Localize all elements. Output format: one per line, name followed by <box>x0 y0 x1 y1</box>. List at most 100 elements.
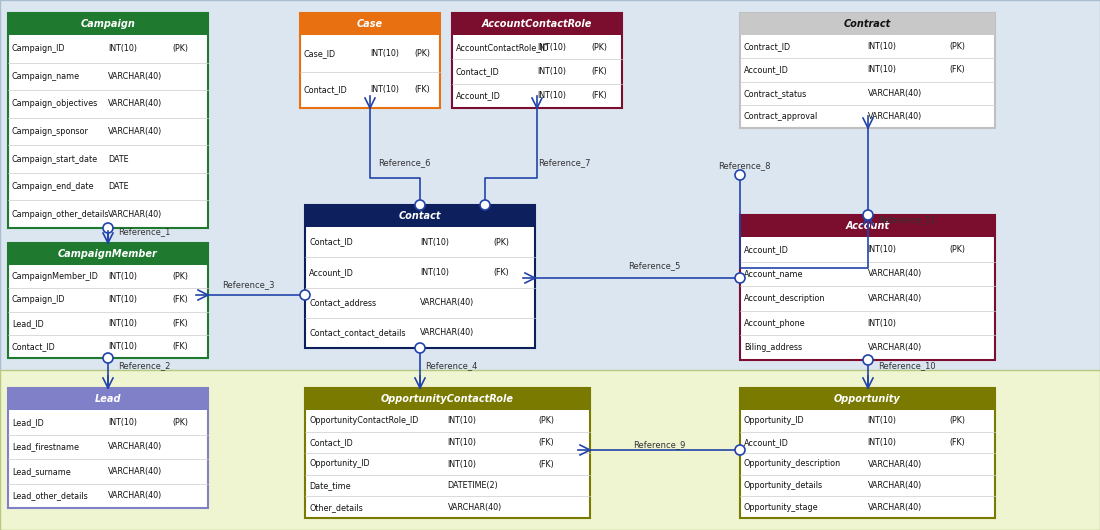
Text: Case_ID: Case_ID <box>304 49 337 58</box>
Text: INT(10): INT(10) <box>868 319 896 328</box>
Text: Opportunity_description: Opportunity_description <box>744 460 842 469</box>
Text: (PK): (PK) <box>415 49 431 58</box>
Text: VARCHAR(40): VARCHAR(40) <box>420 329 474 338</box>
Text: INT(10): INT(10) <box>537 67 566 76</box>
Bar <box>305 205 535 227</box>
Text: Opportunity_ID: Opportunity_ID <box>744 416 804 425</box>
Text: INT(10): INT(10) <box>370 49 399 58</box>
Bar <box>8 13 208 35</box>
Text: Campaign_sponsor: Campaign_sponsor <box>12 127 89 136</box>
Bar <box>305 205 535 348</box>
Circle shape <box>864 355 873 365</box>
Text: CampaignMember: CampaignMember <box>58 249 158 259</box>
Text: Reference_6: Reference_6 <box>378 158 430 167</box>
Text: Opportunity: Opportunity <box>834 394 901 404</box>
Text: OpportunityContactRole: OpportunityContactRole <box>381 394 514 404</box>
Text: Reference_5: Reference_5 <box>628 261 681 270</box>
Text: INT(10): INT(10) <box>420 237 449 246</box>
Text: (PK): (PK) <box>949 42 965 51</box>
Text: (FK): (FK) <box>172 295 188 304</box>
Text: Date_time: Date_time <box>309 481 351 490</box>
Text: INT(10): INT(10) <box>448 438 476 447</box>
Text: INT(10): INT(10) <box>108 418 138 427</box>
Text: (FK): (FK) <box>592 67 607 76</box>
Text: INT(10): INT(10) <box>448 416 476 425</box>
Text: Reference_11: Reference_11 <box>878 215 936 224</box>
Text: Account_ID: Account_ID <box>744 438 789 447</box>
Text: INT(10): INT(10) <box>868 438 896 447</box>
Text: Account: Account <box>846 221 890 231</box>
Bar <box>8 13 208 228</box>
Text: Other_details: Other_details <box>309 502 363 511</box>
Text: Lead_firestname: Lead_firestname <box>12 442 79 451</box>
Text: Account_ID: Account_ID <box>456 91 501 100</box>
Text: DATE: DATE <box>108 155 129 164</box>
Text: VARCHAR(40): VARCHAR(40) <box>108 491 163 500</box>
Text: (FK): (FK) <box>539 460 554 469</box>
Circle shape <box>300 290 310 300</box>
Text: Reference_4: Reference_4 <box>425 361 477 370</box>
Bar <box>8 388 208 410</box>
Bar <box>300 13 440 35</box>
Bar <box>740 215 996 360</box>
Text: (FK): (FK) <box>172 342 188 351</box>
Text: Campaign_other_details: Campaign_other_details <box>12 210 110 219</box>
Bar <box>300 13 440 108</box>
Bar <box>740 13 996 35</box>
Text: INT(10): INT(10) <box>370 85 399 94</box>
Text: VARCHAR(40): VARCHAR(40) <box>868 269 922 278</box>
Text: Contact_contact_details: Contact_contact_details <box>309 329 406 338</box>
Text: VARCHAR(40): VARCHAR(40) <box>420 298 474 307</box>
Text: Reference_2: Reference_2 <box>118 361 170 370</box>
Text: AccountContactRole_ID: AccountContactRole_ID <box>456 43 550 51</box>
Text: (FK): (FK) <box>494 268 509 277</box>
Circle shape <box>735 445 745 455</box>
Text: INT(10): INT(10) <box>868 65 896 74</box>
Text: VARCHAR(40): VARCHAR(40) <box>868 112 922 121</box>
Text: INT(10): INT(10) <box>868 42 896 51</box>
Text: Contract_ID: Contract_ID <box>744 42 791 51</box>
Text: DATETIME(2): DATETIME(2) <box>448 481 498 490</box>
Text: (PK): (PK) <box>539 416 554 425</box>
Bar <box>740 215 996 237</box>
Text: Contact_ID: Contact_ID <box>309 438 353 447</box>
Text: Opportunity_ID: Opportunity_ID <box>309 460 370 469</box>
Text: Account_ID: Account_ID <box>744 65 789 74</box>
Bar <box>0 370 1100 530</box>
Circle shape <box>735 170 745 180</box>
Text: Account_name: Account_name <box>744 269 803 278</box>
Text: CampaignMember_ID: CampaignMember_ID <box>12 272 99 281</box>
Text: Lead_other_details: Lead_other_details <box>12 491 88 500</box>
Text: (PK): (PK) <box>592 43 607 51</box>
Text: Case: Case <box>356 19 383 29</box>
Text: (PK): (PK) <box>172 418 188 427</box>
Circle shape <box>103 223 113 233</box>
Text: Lead: Lead <box>95 394 121 404</box>
Text: VARCHAR(40): VARCHAR(40) <box>868 481 922 490</box>
Text: INT(10): INT(10) <box>108 272 138 281</box>
Text: INT(10): INT(10) <box>448 460 476 469</box>
Text: (FK): (FK) <box>949 438 965 447</box>
Text: Biling_address: Biling_address <box>744 343 802 352</box>
Text: Account_phone: Account_phone <box>744 319 805 328</box>
Text: Contract_approval: Contract_approval <box>744 112 818 121</box>
Text: Reference_7: Reference_7 <box>538 158 591 167</box>
Text: Contact_address: Contact_address <box>309 298 376 307</box>
Text: VARCHAR(40): VARCHAR(40) <box>868 502 922 511</box>
Text: INT(10): INT(10) <box>108 295 138 304</box>
Text: VARCHAR(40): VARCHAR(40) <box>868 89 922 98</box>
Circle shape <box>480 200 490 210</box>
Text: Contact: Contact <box>398 211 441 221</box>
Text: Reference_10: Reference_10 <box>878 361 936 370</box>
Text: Account_description: Account_description <box>744 294 825 303</box>
Bar <box>452 13 622 35</box>
Text: (PK): (PK) <box>494 237 509 246</box>
Text: VARCHAR(40): VARCHAR(40) <box>868 460 922 469</box>
Bar <box>305 388 590 410</box>
Text: AccountContactRole: AccountContactRole <box>482 19 592 29</box>
Text: Contact_ID: Contact_ID <box>304 85 348 94</box>
Text: Contract: Contract <box>844 19 891 29</box>
Bar <box>8 243 208 358</box>
Circle shape <box>415 343 425 353</box>
Text: (FK): (FK) <box>415 85 430 94</box>
